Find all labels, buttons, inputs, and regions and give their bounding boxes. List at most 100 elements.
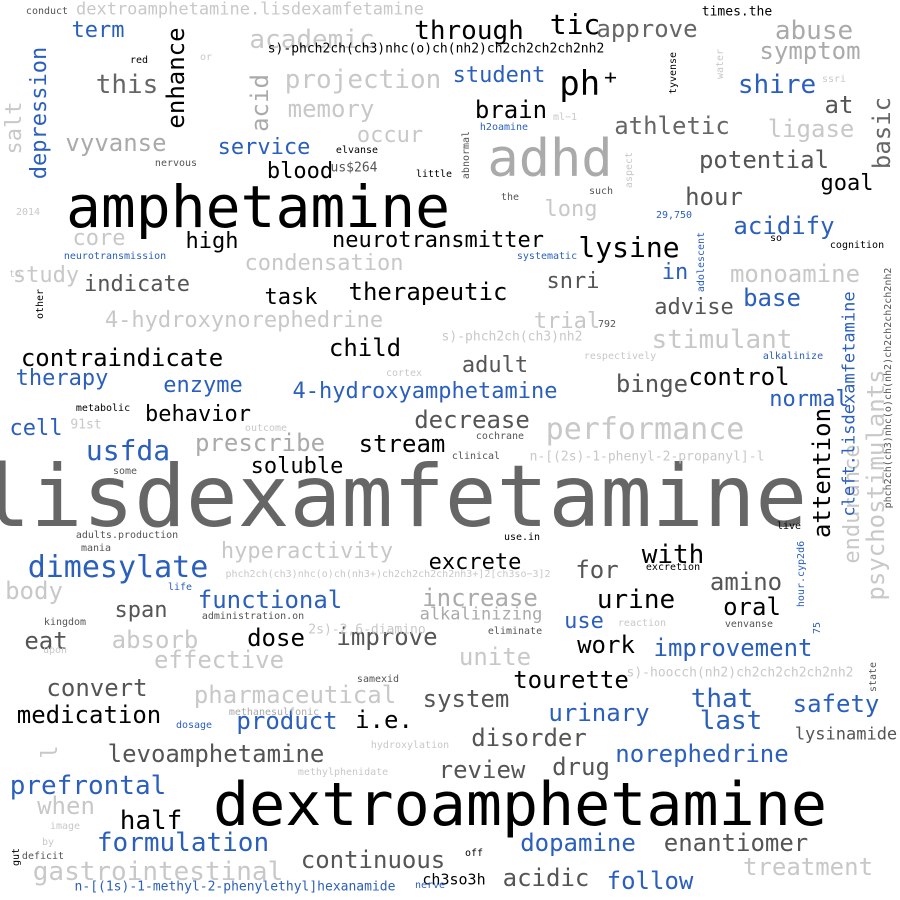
word-control: control bbox=[688, 363, 790, 391]
word-dextroamphetamine-lisdexamfetamine: dextroamphetamine.lisdexamfetamine bbox=[76, 0, 424, 20]
word-vyvanse: vyvanse bbox=[65, 129, 167, 157]
word-treatment: treatment bbox=[742, 853, 874, 881]
word-792: 792 bbox=[597, 319, 617, 330]
word-i-e: i.e. bbox=[355, 706, 413, 734]
word-high: high bbox=[185, 229, 239, 254]
word-methanesulfonic: methanesulfonic bbox=[228, 707, 320, 718]
word-attention: attention bbox=[808, 407, 836, 539]
word-formula-hooc: s)-hoocch(nh2)ch2ch2ch2ch2nh2 bbox=[626, 665, 854, 681]
word-cleft-lisdexamfetamine: cleft.lisdexamfetamine bbox=[839, 291, 860, 517]
word-adult: adult bbox=[461, 353, 529, 378]
word-little: little bbox=[415, 169, 453, 180]
word-the: the bbox=[500, 192, 520, 203]
word-administration-on: administration.on bbox=[201, 611, 305, 622]
word-or: or bbox=[199, 52, 213, 63]
word-academic: academic bbox=[249, 25, 375, 55]
word-off: off bbox=[464, 848, 484, 859]
word-depression: depression bbox=[27, 46, 52, 180]
word-times-the: times.the bbox=[701, 4, 773, 20]
word-formula-trial: s)-phch2ch(ch3)nh2 bbox=[441, 329, 583, 345]
word-body: body bbox=[5, 577, 63, 605]
word-adhd: adhd bbox=[487, 129, 613, 189]
word-base: base bbox=[743, 284, 801, 312]
word-metabolic: metabolic bbox=[75, 403, 131, 414]
word-abnormal: abnormal bbox=[461, 130, 472, 180]
word-follow: follow bbox=[606, 867, 694, 895]
word-91st: 91st bbox=[70, 417, 102, 433]
word-respectively: respectively bbox=[583, 351, 657, 362]
word-dose: dose bbox=[247, 624, 305, 652]
word-eat: eat bbox=[24, 627, 68, 655]
word-systematic: systematic bbox=[516, 251, 578, 262]
word-stream: stream bbox=[358, 430, 446, 458]
word-adults-production: adults.production bbox=[75, 530, 179, 541]
word-increase: increase bbox=[422, 584, 538, 612]
word-state: state bbox=[868, 661, 879, 693]
word-stimulant: stimulant bbox=[651, 325, 793, 355]
word-child: child bbox=[328, 334, 402, 362]
word-venvanse: venvanse bbox=[724, 619, 774, 630]
word-75: 75 bbox=[812, 621, 823, 635]
word-lysine: lysine bbox=[578, 231, 680, 264]
word-such: such bbox=[588, 186, 614, 197]
word-cortex: cortex bbox=[385, 368, 423, 379]
word-brain: brain bbox=[474, 96, 548, 124]
word-half: half bbox=[119, 806, 183, 836]
word-unite: unite bbox=[458, 643, 532, 671]
word-task: task bbox=[264, 285, 318, 310]
word-nervous: nervous bbox=[154, 158, 198, 169]
word-ssri: ssri bbox=[821, 74, 847, 85]
word-alkalinize: alkalinize bbox=[762, 351, 824, 362]
word-urinary: urinary bbox=[548, 699, 650, 727]
word-improve: improve bbox=[336, 623, 438, 651]
word-pharmaceutical: pharmaceutical bbox=[193, 681, 397, 709]
word-live: live bbox=[776, 521, 802, 532]
word-advise: advise bbox=[654, 295, 734, 320]
word-us264: us$264 bbox=[330, 160, 378, 176]
word-when: when bbox=[37, 792, 95, 820]
word-ph-plus: ph⁺ bbox=[559, 64, 621, 104]
word-water: water bbox=[715, 48, 726, 80]
word-shire: shire bbox=[737, 70, 817, 100]
word-disorder: disorder bbox=[471, 724, 587, 752]
word-salt: salt bbox=[2, 101, 27, 155]
word-red: red bbox=[129, 55, 149, 66]
word-4-hydroxynorephedrine: 4-hydroxynorephedrine bbox=[104, 308, 384, 333]
word-tyvense: tyvense bbox=[668, 51, 679, 95]
word-safety: safety bbox=[792, 690, 880, 718]
word-alkalinizing: alkalinizing bbox=[419, 604, 543, 625]
word-functional: functional bbox=[197, 586, 343, 614]
word-some: some bbox=[112, 466, 138, 477]
word-mania: mania bbox=[80, 543, 112, 554]
word-29750: 29,750 bbox=[655, 210, 693, 221]
word-at: at bbox=[824, 91, 854, 119]
word-hour: hour bbox=[685, 183, 743, 211]
word-cochrane: cochrane bbox=[475, 431, 525, 442]
word-indicate: indicate bbox=[84, 272, 190, 297]
word-acidify: acidify bbox=[733, 212, 835, 240]
word-enzyme: enzyme bbox=[163, 373, 243, 398]
word-continuous: continuous bbox=[300, 846, 446, 874]
word-excrete: excrete bbox=[428, 550, 522, 575]
word-behavior: behavior bbox=[145, 402, 251, 427]
word-with: with bbox=[641, 540, 705, 570]
word-core: core bbox=[72, 226, 126, 251]
word-outcome: outcome bbox=[244, 423, 288, 434]
word-symptom: symptom bbox=[759, 37, 861, 65]
word-snri: snri bbox=[546, 269, 600, 294]
word-prefrontal: prefrontal bbox=[9, 771, 167, 801]
word-acid: acid bbox=[246, 74, 274, 132]
word-aspect: aspect bbox=[624, 151, 635, 189]
word-absorb: absorb bbox=[111, 626, 199, 654]
word-medication: medication bbox=[16, 701, 162, 729]
word-l: l bbox=[38, 745, 63, 759]
word-drug: drug bbox=[552, 753, 610, 781]
word-elvanse: elvanse bbox=[335, 145, 379, 156]
word-enantiomer: enantiomer bbox=[663, 829, 809, 857]
word-urine: urine bbox=[596, 585, 676, 615]
word-effective: effective bbox=[153, 646, 285, 674]
word-basic: basic bbox=[868, 96, 896, 170]
word-neurotransmitter: neurotransmitter bbox=[332, 228, 544, 253]
word-lysinamide: lysinamide bbox=[794, 724, 898, 745]
